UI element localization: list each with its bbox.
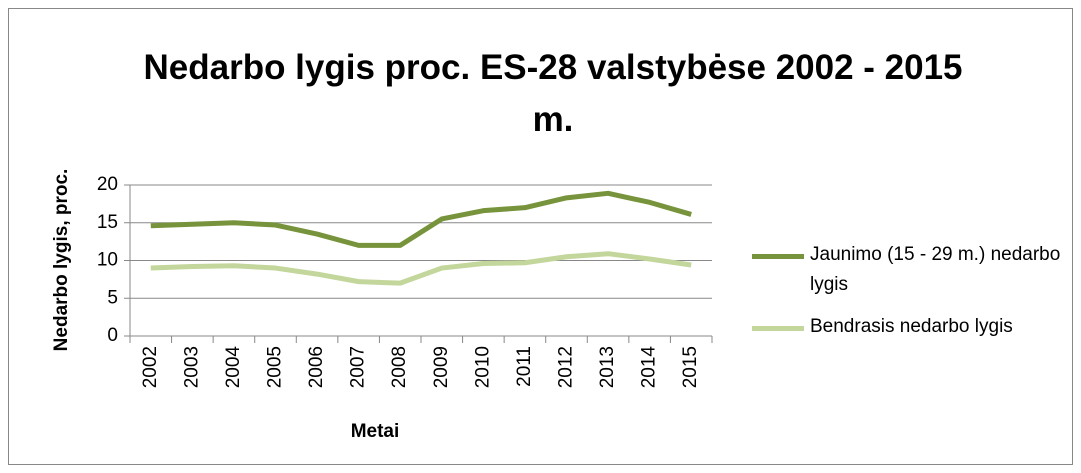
series-line xyxy=(150,251,692,286)
x-tick-label: 2012 xyxy=(556,346,577,388)
y-tick-label: 20 xyxy=(97,174,118,195)
y-axis-title: Nedarbo lygis, proc. xyxy=(51,169,72,352)
x-tick-label: 2010 xyxy=(472,346,493,388)
legend-entry: Bendrasis nedarbo lygis xyxy=(752,316,1074,342)
legend-label: Jaunimo (15 - 29 m.) nedarbo lygis xyxy=(810,244,1061,295)
legend-swatch xyxy=(752,326,804,331)
x-tick-label: 2006 xyxy=(306,346,327,388)
y-tick-label: 15 xyxy=(97,212,118,233)
x-tick-label: 2003 xyxy=(181,346,202,388)
chart-title: Nedarbo lygis proc. ES-28 valstybėse 200… xyxy=(143,48,963,139)
legend-label: Bendrasis nedarbo lygis xyxy=(810,316,1013,337)
legend-entry: Jaunimo (15 - 29 m.) nedarbo lygis xyxy=(752,244,1074,300)
x-tick-label: 2015 xyxy=(680,346,701,388)
x-tick-label: 2002 xyxy=(140,346,161,388)
x-tick-label: 2011 xyxy=(514,346,535,387)
series-line xyxy=(150,190,692,248)
legend-swatch xyxy=(752,254,804,259)
x-tick-label: 2007 xyxy=(348,346,369,388)
y-tick-label: 5 xyxy=(107,287,118,308)
y-tick-label: 0 xyxy=(107,325,118,346)
x-tick-label: 2009 xyxy=(431,346,452,388)
y-tick-label: 10 xyxy=(97,250,118,271)
legend: Jaunimo (15 - 29 m.) nedarbo lygis Bendra… xyxy=(752,244,1074,358)
x-tick-label: 2004 xyxy=(223,346,244,389)
chart-border xyxy=(8,8,1073,465)
x-tick-label: 2013 xyxy=(597,346,618,388)
x-tick-label: 2014 xyxy=(639,346,660,389)
x-axis-title: Metai xyxy=(351,421,400,442)
x-tick-label: 2008 xyxy=(389,346,410,388)
x-tick-label: 2005 xyxy=(265,346,286,388)
